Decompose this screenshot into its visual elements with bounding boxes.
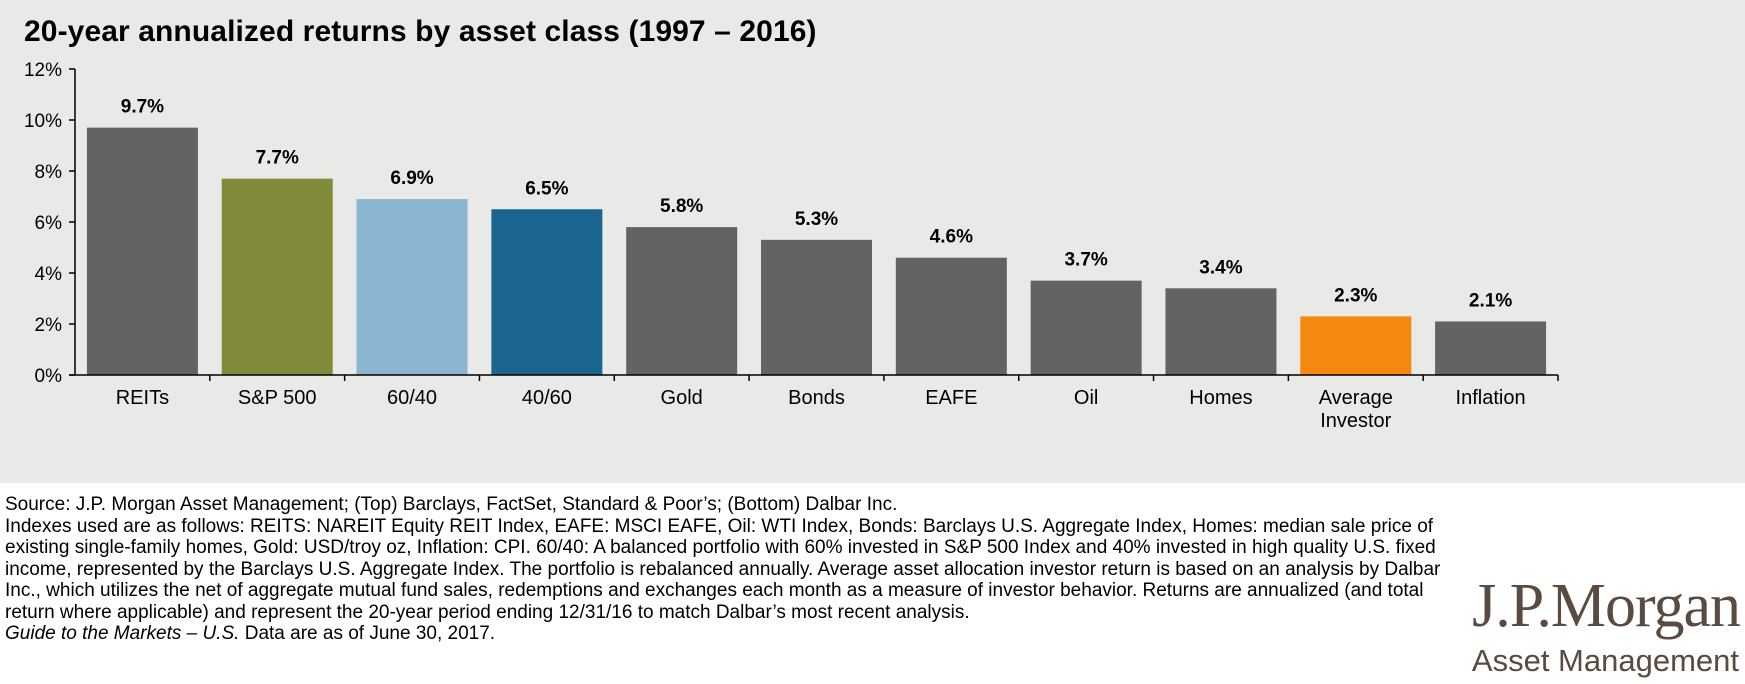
category-label: Oil (1074, 387, 1098, 409)
logo-subtitle: Asset Management (1471, 643, 1739, 678)
logo-wordmark: J.P.Morgan (1472, 572, 1741, 640)
category-label: Gold (661, 387, 703, 409)
bar-2 (356, 199, 468, 375)
chart-panel: 20-year annualized returns by asset clas… (0, 0, 1745, 483)
bar-4 (626, 227, 738, 375)
category-label: 40/60 (522, 387, 572, 409)
category-label: Bonds (788, 387, 845, 409)
guide-title: Guide to the Markets – U.S. (5, 623, 240, 644)
y-tick-label: 4% (35, 264, 63, 285)
value-label: 2.1% (1469, 290, 1512, 311)
value-label: 7.7% (256, 148, 299, 169)
y-tick-label: 0% (35, 366, 63, 387)
category-label: Average Investor (1319, 387, 1393, 432)
bar-3 (491, 209, 603, 375)
category-label: Homes (1189, 387, 1252, 409)
bar-1 (221, 178, 333, 375)
bar-8 (1165, 288, 1277, 375)
y-tick-label: 6% (35, 213, 63, 234)
y-tick-label: 2% (35, 315, 63, 336)
as-of-line: Guide to the Markets – U.S. Data are as … (5, 623, 1445, 645)
bar-9 (1300, 316, 1412, 375)
category-label: EAFE (925, 387, 977, 409)
category-label: REITs (116, 387, 169, 409)
jpmorgan-logo: J.P.Morgan Asset Management (1455, 565, 1745, 684)
bar-10 (1435, 321, 1547, 375)
category-label: 60/40 (387, 387, 437, 409)
value-label: 5.8% (660, 196, 703, 217)
data-as-of: Data are as of June 30, 2017. (239, 623, 496, 644)
value-label: 3.4% (1199, 257, 1242, 278)
bar-6 (895, 257, 1007, 375)
y-tick-label: 12% (24, 60, 62, 81)
indexes-note: Indexes used are as follows: REITS: NARE… (5, 515, 1441, 623)
bar-5 (761, 239, 872, 375)
footnotes: Source: J.P. Morgan Asset Management; (T… (5, 494, 1445, 645)
value-label: 6.9% (390, 168, 433, 189)
bar-chart: 0% 2% 4% 6% 8% 10% 12% 9.7% REITs 7.7% S&P 500 6.9%… (24, 60, 1559, 432)
value-label: 5.3% (795, 209, 838, 230)
bar-7 (1030, 280, 1142, 375)
category-label: S&P 500 (238, 387, 317, 409)
y-tick-label: 10% (24, 111, 62, 132)
value-label: 6.5% (525, 178, 568, 199)
value-label: 3.7% (1064, 250, 1107, 271)
chart-title: 20-year annualized returns by asset clas… (24, 15, 817, 48)
y-tick-label: 8% (35, 162, 63, 183)
category-label: Inflation (1456, 387, 1526, 409)
value-label: 2.3% (1334, 285, 1377, 306)
value-label: 4.6% (930, 227, 973, 248)
bar-0 (86, 127, 198, 376)
source-line: Source: J.P. Morgan Asset Management; (T… (5, 494, 898, 515)
value-label: 9.7% (121, 97, 164, 118)
